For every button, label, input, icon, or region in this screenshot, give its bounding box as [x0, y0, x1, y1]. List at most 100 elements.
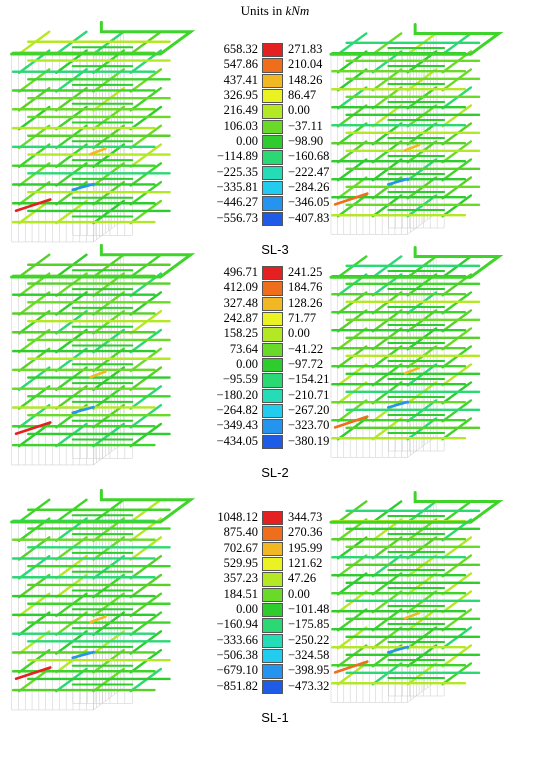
legend-color-swatch	[262, 434, 283, 449]
legend-color-swatch	[262, 633, 283, 648]
legend-left-value: 658.32	[223, 42, 258, 56]
legend-color-swatch	[262, 196, 283, 211]
legend-color-swatch	[262, 618, 283, 633]
legend-color-swatch	[262, 119, 283, 134]
legend-left-value: −446.27	[216, 195, 258, 210]
color-legend: 658.32 547.86 437.41 326.95 216.49 106.03 0.00…	[200, 42, 350, 242]
legend-right-value: 0.00	[288, 586, 310, 601]
legend-left-values: 658.32 547.86 437.41 326.95 216.49 106.03 0.00…	[200, 42, 258, 226]
legend-color-bar	[262, 266, 283, 450]
legend-left-value: 875.40	[223, 525, 258, 540]
legend-color-swatch	[262, 587, 283, 602]
structure-model-left	[10, 243, 196, 466]
legend-right-value: −407.83	[288, 210, 330, 225]
legend-left-value: 158.25	[223, 326, 258, 341]
legend-color-swatch	[262, 58, 283, 73]
color-legend: 1048.12 875.40 702.67 529.95 357.23 184.51 0.0…	[200, 510, 350, 710]
legend-color-swatch	[262, 342, 283, 357]
legend-left-value: 0.00	[236, 133, 258, 148]
legend-right-value: −323.70	[288, 418, 330, 433]
legend-color-swatch	[262, 357, 283, 373]
legend-left-value: 327.48	[223, 295, 258, 310]
legend-right-values: 241.25 184.76 128.26 71.77 0.00 −41.22 −97.72−…	[288, 265, 346, 449]
legend-right-value: −41.22	[288, 341, 324, 356]
legend-left-value: −180.20	[216, 387, 258, 402]
legend-right-value: 195.99	[288, 540, 323, 555]
structure-model-right	[329, 245, 504, 458]
legend-right-value: 71.77	[288, 310, 317, 325]
legend-left-value: 547.86	[223, 57, 258, 72]
legend-color-swatch	[262, 104, 283, 119]
legend-right-value: −380.19	[288, 433, 330, 448]
legend-color-swatch	[262, 572, 283, 587]
legend-right-value: 184.76	[288, 280, 323, 295]
legend-right-value: −160.68	[288, 149, 330, 164]
legend-color-bar	[262, 43, 283, 227]
legend-color-swatch	[262, 281, 283, 296]
structure-model-right	[329, 490, 504, 703]
legend-left-value: 357.23	[223, 571, 258, 586]
legend-color-swatch	[262, 211, 283, 226]
legend-left-value: −160.94	[216, 617, 258, 632]
legend-color-swatch	[262, 511, 283, 526]
legend-color-swatch	[262, 327, 283, 342]
units-unit: kNm	[285, 3, 310, 18]
legend-left-values: 1048.12 875.40 702.67 529.95 357.23 184.51 0.0…	[200, 510, 258, 694]
panel-caption: SL-1	[261, 710, 289, 725]
legend-right-value: 121.62	[288, 555, 323, 570]
legend-right-value: −284.26	[288, 179, 330, 194]
legend-right-value: −101.48	[288, 601, 330, 616]
panel-sl-3: 658.32 547.86 437.41 326.95 216.49 106.03 0.00…	[0, 20, 550, 292]
legend-right-value: −210.71	[288, 387, 330, 402]
legend-color-swatch	[262, 296, 283, 311]
legend-right-value: 47.26	[288, 571, 317, 586]
legend-color-swatch	[262, 679, 283, 694]
legend-right-value: 86.47	[288, 87, 317, 102]
legend-right-value: 0.00	[288, 103, 310, 118]
legend-right-value: −222.47	[288, 164, 330, 179]
legend-color-swatch	[262, 664, 283, 679]
legend-right-value: 210.04	[288, 57, 323, 72]
legend-right-value: 0.00	[288, 326, 310, 341]
legend-right-value: −250.22	[288, 632, 330, 647]
structure-model-left	[10, 20, 196, 243]
legend-right-value: 344.73	[288, 510, 323, 524]
legend-color-swatch	[262, 134, 283, 150]
legend-right-values: 271.83 210.04 148.26 86.47 0.00 −37.11 −98.90−…	[288, 42, 346, 226]
legend-color-bar	[262, 511, 283, 695]
legend-color-swatch	[262, 43, 283, 58]
legend-color-swatch	[262, 311, 283, 327]
legend-color-swatch	[262, 150, 283, 165]
legend-left-value: 1048.12	[217, 510, 258, 524]
legend-left-value: 437.41	[223, 72, 258, 87]
legend-left-value: −335.81	[216, 179, 258, 194]
legend-color-swatch	[262, 180, 283, 196]
legend-left-value: 0.00	[236, 601, 258, 616]
legend-color-swatch	[262, 648, 283, 664]
legend-left-values: 496.71 412.09 327.48 242.87 158.25 73.64 0.00−…	[200, 265, 258, 449]
legend-left-value: 496.71	[223, 265, 258, 279]
legend-right-value: −398.95	[288, 663, 330, 678]
legend-left-value: 242.87	[223, 310, 258, 325]
legend-left-value: −333.66	[216, 632, 258, 647]
legend-color-swatch	[262, 556, 283, 572]
legend-left-value: 702.67	[223, 540, 258, 555]
legend-right-value: −154.21	[288, 372, 330, 387]
legend-left-value: −114.89	[217, 149, 258, 164]
legend-left-value: 73.64	[229, 341, 258, 356]
legend-left-value: −556.73	[216, 210, 258, 225]
units-note: Units in kNm	[0, 3, 550, 19]
legend-color-swatch	[262, 526, 283, 541]
legend-color-swatch	[262, 373, 283, 388]
legend-color-swatch	[262, 602, 283, 618]
legend-left-value: 0.00	[236, 356, 258, 371]
legend-right-value: 128.26	[288, 295, 323, 310]
legend-left-value: −434.05	[216, 433, 258, 448]
legend-left-value: 184.51	[223, 586, 258, 601]
legend-color-swatch	[262, 541, 283, 556]
legend-right-value: 271.83	[288, 42, 323, 56]
legend-color-swatch	[262, 388, 283, 403]
legend-left-value: 106.03	[223, 118, 258, 133]
legend-left-value: −349.43	[216, 418, 258, 433]
legend-right-value: −98.90	[288, 133, 324, 148]
